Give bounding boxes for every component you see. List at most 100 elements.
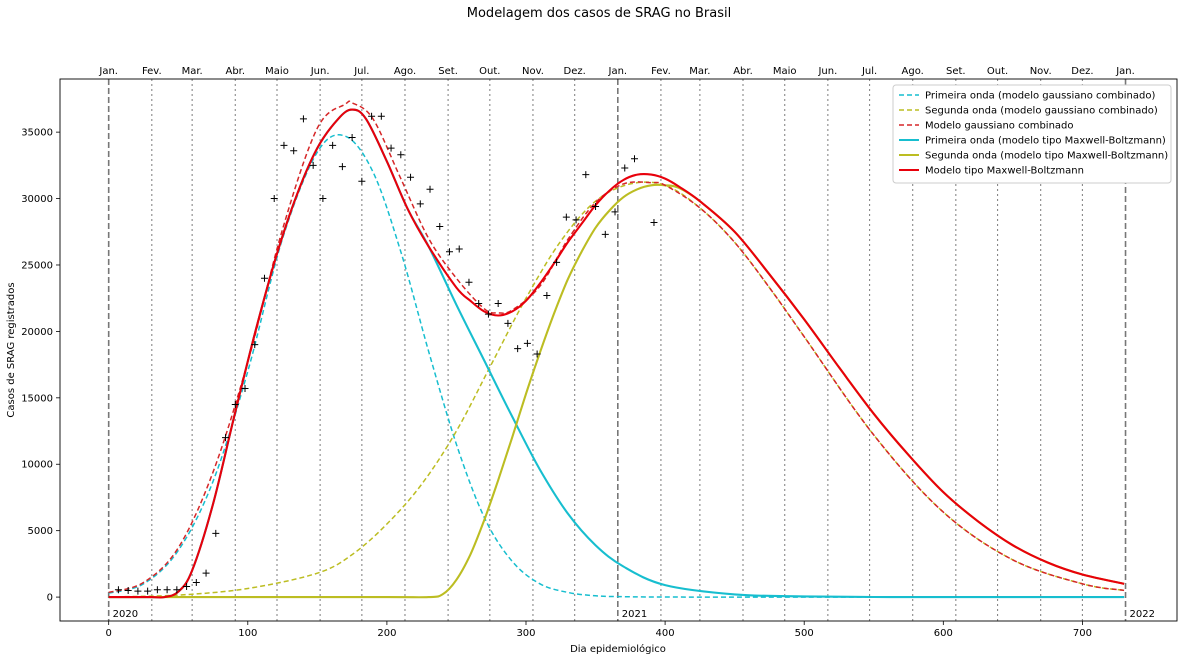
- observed-point: [368, 112, 376, 120]
- observed-point: [319, 195, 327, 203]
- legend-label: Primeira onda (modelo gaussiano combinad…: [925, 91, 1155, 102]
- x-tick-label: 600: [934, 628, 953, 639]
- x-axis-label: Dia epidemiológico: [570, 643, 666, 655]
- observed-point: [192, 578, 200, 586]
- month-label: Fev.: [651, 66, 671, 77]
- observed-point: [553, 258, 561, 266]
- month-label: Jan.: [98, 66, 118, 77]
- month-lines: Jan. Fev. Mar. Abr. Maio Jun. Jul. Ago. Set. Out.…: [98, 66, 1155, 621]
- month-label: Maio: [773, 66, 797, 77]
- observed-point: [241, 385, 249, 393]
- x-tick-label: 200: [377, 628, 396, 639]
- observed-point: [270, 195, 278, 203]
- y-tick-label: 0: [47, 593, 53, 604]
- y-tick-label: 30000: [21, 194, 53, 205]
- month-label: Abr.: [733, 66, 753, 77]
- x-tick-label: 100: [238, 628, 257, 639]
- observed-point: [183, 582, 191, 590]
- observed-point: [114, 586, 122, 594]
- legend-box: [892, 84, 1172, 184]
- month-label: Nov.: [1030, 66, 1052, 77]
- legend-label: Segunda onda (modelo tipo Maxwell-Boltzm…: [925, 151, 1168, 162]
- observed-point: [436, 222, 444, 230]
- observed-point: [611, 208, 619, 216]
- observed-point: [251, 341, 259, 349]
- y-tick-label: 5000: [28, 526, 53, 537]
- month-label: Ago.: [902, 66, 924, 77]
- observed-point: [397, 151, 405, 159]
- observed-point: [543, 292, 551, 300]
- month-label: Jun.: [817, 66, 837, 77]
- observed-point: [231, 400, 239, 408]
- month-label: Nov.: [522, 66, 544, 77]
- y-tick-label: 25000: [21, 260, 53, 271]
- observed-point: [124, 586, 132, 594]
- observed-point: [407, 173, 415, 181]
- axes: 0 100 200 300 400 500 600 700 0 5000 10000 15000 200…: [21, 128, 1092, 639]
- legend-label: Modelo tipo Maxwell-Boltzmann: [925, 166, 1084, 177]
- observed-point: [455, 245, 463, 253]
- observed-point: [465, 278, 473, 286]
- legend: Primeira onda (modelo gaussiano combinad…: [892, 84, 1172, 184]
- observed-point: [329, 141, 337, 149]
- observed-points: [114, 112, 658, 595]
- legend-label: Segunda onda (modelo gaussiano combinado…: [925, 106, 1158, 117]
- observed-point: [562, 213, 570, 221]
- observed-point: [533, 350, 541, 358]
- observed-point: [387, 144, 395, 152]
- month-label: Jan.: [608, 66, 628, 77]
- observed-point: [202, 569, 210, 577]
- year-label: 2021: [622, 609, 647, 620]
- observed-point: [163, 586, 171, 594]
- month-label: Dez.: [1071, 66, 1093, 77]
- month-label: Jul.: [861, 66, 877, 77]
- observed-point: [426, 185, 434, 193]
- observed-point: [445, 248, 453, 256]
- observed-point: [621, 164, 629, 172]
- observed-point: [280, 141, 288, 149]
- observed-point: [504, 319, 512, 327]
- observed-point: [494, 300, 502, 308]
- observed-point: [475, 300, 483, 308]
- x-tick-label: 0: [105, 628, 111, 639]
- observed-point: [260, 274, 268, 282]
- observed-point: [592, 203, 600, 211]
- observed-point: [173, 586, 181, 594]
- month-label: Abr.: [225, 66, 245, 77]
- observed-point: [212, 529, 220, 537]
- month-label: Mar.: [182, 66, 203, 77]
- x-tick-label: 500: [795, 628, 814, 639]
- month-label: Set.: [438, 66, 458, 77]
- month-label: Dez.: [564, 66, 586, 77]
- month-label: Maio: [265, 66, 289, 77]
- x-tick-label: 700: [1073, 628, 1092, 639]
- series-line-6: [108, 108, 1125, 599]
- observed-point: [572, 216, 580, 224]
- model-curves: [108, 100, 1125, 599]
- observed-point: [630, 155, 638, 163]
- month-label: Jan.: [1115, 66, 1135, 77]
- year-label: 2022: [1130, 609, 1155, 620]
- legend-label: Primeira onda (modelo tipo Maxwell-Boltz…: [925, 136, 1166, 147]
- observed-point: [484, 310, 492, 318]
- month-label: Fev.: [142, 66, 162, 77]
- observed-point: [601, 230, 609, 238]
- observed-point: [134, 587, 142, 595]
- x-tick-label: 300: [516, 628, 535, 639]
- observed-point: [582, 171, 590, 179]
- observed-point: [377, 112, 385, 120]
- chart-title: Modelagem dos casos de SRAG no Brasil: [467, 6, 731, 21]
- month-label: Set.: [946, 66, 966, 77]
- observed-point: [222, 434, 230, 442]
- observed-point: [290, 147, 298, 155]
- month-label: Ago.: [394, 66, 416, 77]
- y-tick-label: 10000: [21, 460, 53, 471]
- month-label: Jun.: [310, 66, 330, 77]
- observed-point: [299, 115, 307, 123]
- observed-point: [650, 218, 658, 226]
- series-line-1: [108, 134, 1125, 598]
- legend-label: Modelo gaussiano combinado: [925, 121, 1074, 132]
- x-tick-label: 400: [656, 628, 675, 639]
